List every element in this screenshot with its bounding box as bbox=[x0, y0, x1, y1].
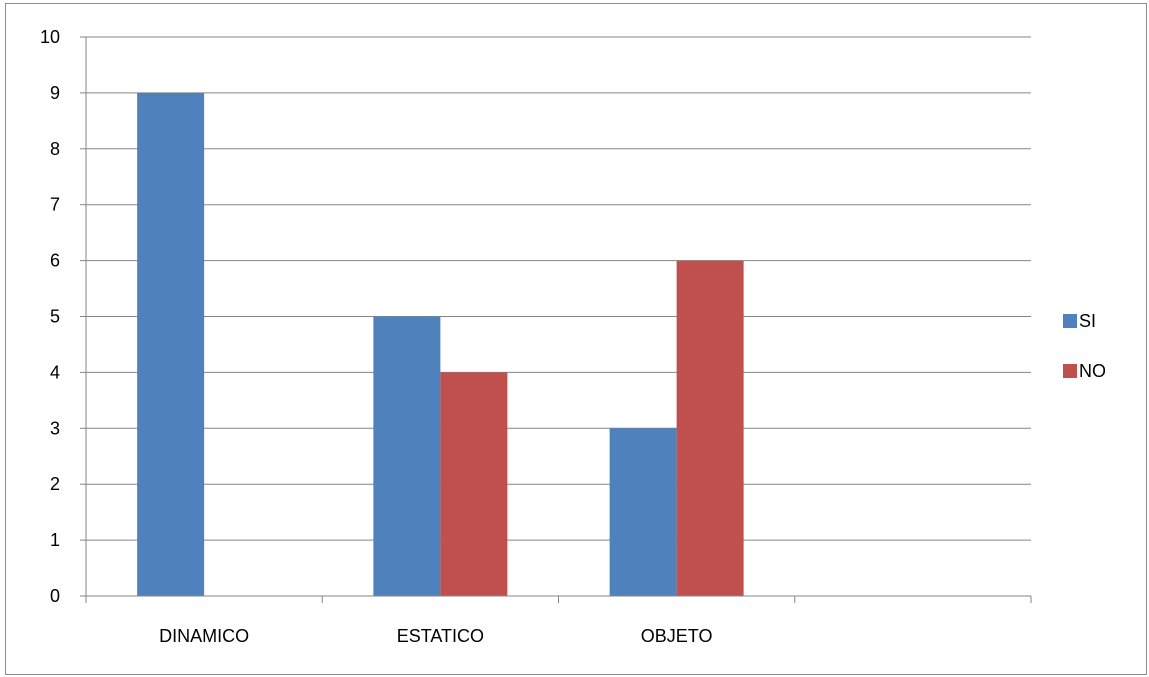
x-tick-label: OBJETO bbox=[641, 626, 713, 646]
y-tick-label: 3 bbox=[50, 418, 60, 438]
bar-no-objeto bbox=[676, 260, 744, 596]
y-tick-label: 0 bbox=[50, 586, 60, 606]
legend-swatch-no bbox=[1063, 364, 1077, 378]
y-tick-label: 8 bbox=[50, 139, 60, 159]
y-tick-label: 4 bbox=[50, 362, 60, 382]
x-tick-label: DINAMICO bbox=[159, 626, 249, 646]
gridlines bbox=[86, 36, 1031, 541]
bar-no-estatico bbox=[440, 372, 508, 596]
y-tick-label: 7 bbox=[50, 195, 60, 215]
bars bbox=[137, 92, 744, 597]
y-tick-label: 6 bbox=[50, 251, 60, 271]
axes: 0 1 2 3 4 5 6 7 8 9 10 DINAMICO ESTATICO OBJETO bbox=[40, 27, 1032, 646]
bar-si-objeto bbox=[609, 428, 677, 596]
y-tick-label: 2 bbox=[50, 474, 60, 494]
legend-label-no: NO bbox=[1079, 361, 1106, 381]
bar-si-dinamico bbox=[137, 92, 205, 597]
legend: SI NO bbox=[1063, 311, 1106, 381]
y-tick-label: 1 bbox=[50, 530, 60, 550]
legend-label-si: SI bbox=[1079, 311, 1096, 331]
legend-swatch-si bbox=[1063, 314, 1077, 328]
y-tick-label: 5 bbox=[50, 307, 60, 327]
y-tick-label: 10 bbox=[40, 27, 60, 47]
bar-si-estatico bbox=[373, 316, 441, 596]
y-tick-label: 9 bbox=[50, 83, 60, 103]
x-tick-label: ESTATICO bbox=[397, 626, 484, 646]
